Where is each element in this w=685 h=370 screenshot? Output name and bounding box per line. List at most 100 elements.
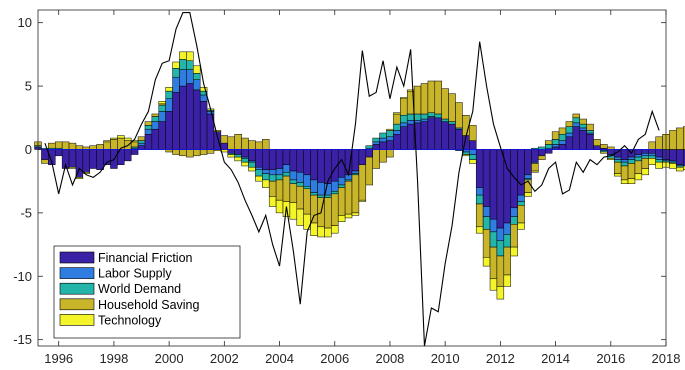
bar-segment bbox=[482, 216, 491, 230]
bar-segment bbox=[137, 145, 146, 150]
bar-segment bbox=[641, 158, 649, 169]
bar-segment bbox=[469, 149, 477, 155]
bar-segment bbox=[144, 121, 153, 126]
legend-label: Household Saving bbox=[98, 298, 200, 312]
bar-segment bbox=[676, 166, 684, 172]
bar-segment bbox=[565, 136, 574, 150]
legend-label: Financial Friction bbox=[98, 251, 193, 265]
x-tick-label: 2012 bbox=[486, 351, 515, 366]
bar-segment bbox=[551, 139, 560, 145]
bar-segment bbox=[427, 80, 436, 113]
bar-segment bbox=[503, 222, 511, 235]
bar-segment bbox=[593, 139, 601, 146]
bar-segment bbox=[193, 73, 201, 80]
bar-segment bbox=[572, 117, 580, 124]
bar-segment bbox=[41, 159, 49, 164]
bar-segment bbox=[489, 231, 498, 248]
bar-segment bbox=[524, 174, 532, 179]
bar-segment bbox=[337, 215, 346, 222]
bar-segment bbox=[324, 197, 332, 229]
bar-segment bbox=[372, 144, 380, 150]
bar-segment bbox=[275, 168, 284, 176]
bar-segment bbox=[544, 144, 553, 149]
bar-segment bbox=[61, 141, 70, 150]
bar-segment bbox=[303, 149, 311, 176]
bar-segment bbox=[627, 159, 636, 164]
bar-segment bbox=[268, 149, 277, 171]
bar-segment bbox=[386, 149, 394, 158]
bar-segment bbox=[482, 229, 491, 258]
bar-segment bbox=[455, 102, 463, 129]
bar-segment bbox=[358, 199, 367, 202]
bar-segment bbox=[55, 141, 63, 149]
bar-segment bbox=[655, 149, 663, 158]
bar-segment bbox=[517, 222, 525, 230]
bar-segment bbox=[400, 114, 408, 124]
bar-segment bbox=[441, 121, 449, 150]
bar-segment bbox=[441, 118, 449, 122]
bar-segment bbox=[137, 136, 146, 141]
bar-segment bbox=[441, 88, 449, 120]
bar-segment bbox=[427, 112, 436, 117]
bar-segment bbox=[289, 179, 298, 184]
bar-segment bbox=[627, 163, 636, 179]
bar-segment bbox=[310, 222, 318, 236]
bar-segment bbox=[241, 161, 249, 167]
x-tick-label: 2008 bbox=[375, 351, 404, 366]
bar-segment bbox=[227, 149, 235, 154]
bar-segment bbox=[68, 166, 77, 169]
bar-segment bbox=[655, 136, 663, 150]
legend-swatch bbox=[59, 267, 95, 279]
bar-segment bbox=[413, 120, 422, 124]
bar-segment bbox=[613, 161, 622, 174]
bar-segment bbox=[469, 125, 477, 141]
bar-segment bbox=[282, 175, 291, 202]
bar-segment bbox=[503, 246, 511, 276]
bar-segment bbox=[275, 199, 284, 214]
bar-segment bbox=[89, 149, 97, 169]
bar-segment bbox=[331, 225, 339, 234]
bar-segment bbox=[324, 149, 332, 184]
bar-segment bbox=[551, 144, 560, 148]
bar-segment bbox=[303, 188, 311, 215]
bar-segment bbox=[303, 185, 311, 190]
bar-segment bbox=[151, 121, 160, 130]
bar-segment bbox=[82, 149, 91, 173]
bar-segment bbox=[248, 166, 256, 172]
bar-segment bbox=[572, 126, 580, 150]
bar-segment bbox=[193, 149, 201, 157]
bar-segment bbox=[289, 183, 298, 203]
bar-segment bbox=[151, 128, 160, 150]
bar-segment bbox=[55, 149, 63, 157]
legend-swatch bbox=[59, 298, 95, 311]
bar-segment bbox=[579, 127, 587, 131]
bar-segment bbox=[324, 227, 332, 238]
bar-segment bbox=[255, 166, 263, 171]
bar-segment bbox=[676, 127, 684, 150]
bar-segment bbox=[158, 121, 166, 150]
bar-segment bbox=[96, 149, 104, 171]
bar-segment bbox=[510, 224, 518, 248]
bar-segment bbox=[475, 226, 484, 234]
bar-segment bbox=[634, 173, 643, 181]
bar-segment bbox=[655, 161, 663, 169]
bar-segment bbox=[655, 159, 663, 163]
bar-segment bbox=[420, 83, 429, 115]
bar-segment bbox=[172, 149, 180, 155]
bar-segment bbox=[110, 139, 118, 150]
bar-segment bbox=[593, 145, 601, 150]
bar-segment bbox=[503, 274, 511, 287]
bar-segment bbox=[531, 170, 539, 173]
legend-label: Technology bbox=[98, 313, 162, 327]
bar-segment bbox=[241, 158, 249, 163]
bar-segment bbox=[386, 136, 394, 141]
bar-segment bbox=[296, 172, 304, 183]
bar-segment bbox=[586, 134, 594, 150]
bar-segment bbox=[275, 179, 284, 201]
bar-segment bbox=[158, 111, 166, 122]
bar-segment bbox=[558, 144, 567, 150]
bar-segment bbox=[641, 155, 649, 159]
bar-segment bbox=[648, 141, 656, 150]
bar-segment bbox=[620, 165, 629, 181]
